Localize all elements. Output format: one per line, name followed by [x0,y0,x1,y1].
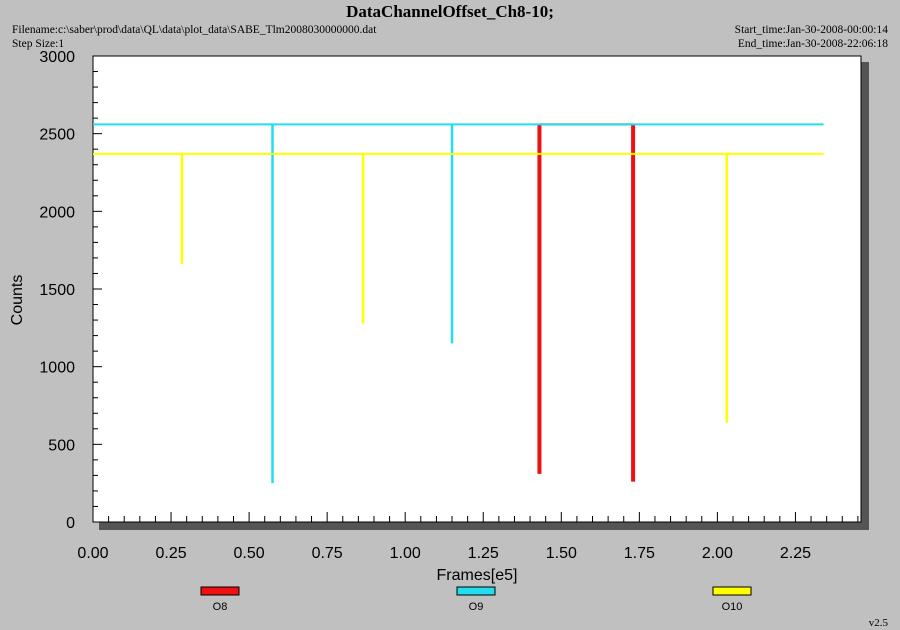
filename-label: Filename:c:\saber\prod\data\QL\data\plot… [12,24,377,36]
x-tick-label: 1.25 [468,545,499,562]
x-tick-label: 0.50 [234,545,265,562]
x-tick-label: 0.75 [312,545,343,562]
start-time-label: Start_time:Jan-30-2008-00:00:14 [734,24,888,36]
x-tick-label: 1.50 [546,545,577,562]
chart-title: DataChannelOffset_Ch8-10; [346,2,554,21]
y-axis-title: Counts [9,275,26,326]
x-axis-title: Frames[e5] [437,567,518,584]
x-tick-label: 1.75 [624,545,655,562]
x-tick-label: 0.00 [77,545,108,562]
version-label: v2.5 [868,617,888,629]
y-tick-label: 0 [66,515,75,532]
x-tick-label: 2.00 [702,545,733,562]
y-tick-label: 500 [48,437,75,454]
legend: O8 O9 O10 [200,586,752,613]
legend-swatch-o10 [712,586,752,596]
legend-swatch-o8 [200,586,240,596]
x-tick-label: 1.00 [390,545,421,562]
y-tick-label: 3000 [39,49,75,66]
step-size-label: Step Size:1 [12,38,65,50]
plot-area [92,55,862,523]
series-layer [93,123,824,484]
legend-label-o10: O10 [722,601,743,613]
axis-layer: 0 500 1000 1500 2000 2500 3000 0.00 0.25 0.50 0.75… [39,49,859,562]
legend-label-o8: O8 [213,601,228,613]
x-tick-label: 0.25 [155,545,186,562]
legend-label-o9: O9 [469,601,484,613]
legend-swatch-o9 [456,586,496,596]
x-tick-label: 2.25 [780,545,811,562]
y-tick-label: 1500 [39,282,75,299]
y-tick-label: 1000 [39,360,75,377]
end-time-label: End_time:Jan-30-2008-22:06:18 [737,38,888,50]
y-tick-label: 2500 [39,127,75,144]
y-tick-label: 2000 [39,204,75,221]
